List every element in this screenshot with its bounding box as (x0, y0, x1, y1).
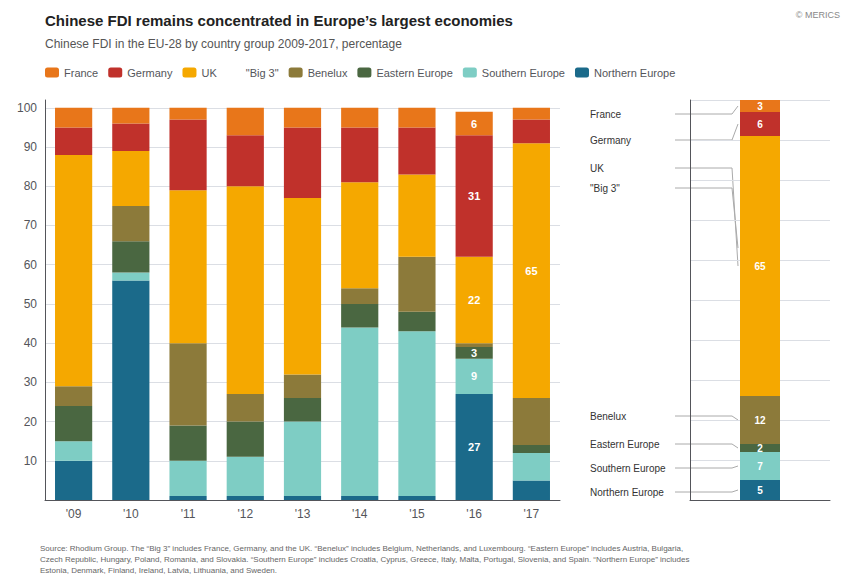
svg-text:6: 6 (757, 119, 763, 130)
svg-text:Eastern Europe: Eastern Europe (376, 67, 452, 79)
svg-text:France: France (64, 67, 98, 79)
svg-text:Chinese FDI in the EU-28 by co: Chinese FDI in the EU-28 by country grou… (45, 37, 402, 51)
svg-text:Chinese FDI remains concentrat: Chinese FDI remains concentrated in Euro… (45, 12, 513, 29)
svg-text:9: 9 (471, 370, 477, 382)
svg-text:Northern Europe: Northern Europe (594, 67, 675, 79)
svg-text:2: 2 (757, 443, 763, 454)
svg-text:40: 40 (24, 336, 38, 350)
svg-text:5: 5 (757, 485, 763, 496)
svg-text:France: France (590, 109, 622, 120)
svg-text:20: 20 (24, 415, 38, 429)
svg-text:60: 60 (24, 258, 38, 272)
svg-text:90: 90 (24, 140, 38, 154)
svg-text:Germany: Germany (127, 67, 173, 79)
svg-text:22: 22 (468, 294, 480, 306)
svg-text:50: 50 (24, 297, 38, 311)
svg-text:Czech Republic, Hungary, Polan: Czech Republic, Hungary, Poland, Romania… (40, 555, 689, 564)
svg-text:31: 31 (468, 190, 480, 202)
svg-text:3: 3 (471, 347, 477, 359)
svg-text:Southern Europe: Southern Europe (482, 67, 565, 79)
svg-text:70: 70 (24, 218, 38, 232)
svg-text:'10: '10 (123, 507, 139, 521)
svg-text:Estonia, Denmark, Finland, Ire: Estonia, Denmark, Finland, Ireland, Latv… (40, 566, 277, 575)
svg-text:30: 30 (24, 375, 38, 389)
svg-text:Germany: Germany (590, 135, 631, 146)
svg-text:"Big 3": "Big 3" (246, 67, 279, 79)
svg-text:UK: UK (590, 163, 604, 174)
svg-text:3: 3 (757, 101, 763, 112)
svg-text:Benelux: Benelux (308, 67, 348, 79)
svg-text:'16: '16 (466, 507, 482, 521)
svg-text:'11: '11 (181, 507, 196, 521)
svg-text:7: 7 (757, 461, 763, 472)
svg-text:'12: '12 (237, 507, 253, 521)
svg-text:'17: '17 (524, 507, 540, 521)
svg-text:UK: UK (201, 67, 217, 79)
svg-text:27: 27 (468, 441, 480, 453)
svg-text:Source: Rhodium Group. The “Bi: Source: Rhodium Group. The “Big 3” inclu… (40, 544, 683, 553)
svg-text:Southern Europe: Southern Europe (590, 463, 666, 474)
svg-text:65: 65 (525, 265, 537, 277)
svg-text:© MERICS: © MERICS (796, 10, 840, 20)
svg-text:'09: '09 (66, 507, 82, 521)
svg-text:65: 65 (754, 261, 766, 272)
svg-text:'13: '13 (295, 507, 311, 521)
svg-text:10: 10 (24, 454, 38, 468)
svg-text:80: 80 (24, 179, 38, 193)
svg-text:12: 12 (754, 415, 766, 426)
svg-text:Northern Europe: Northern Europe (590, 487, 664, 498)
svg-text:100: 100 (17, 101, 37, 115)
svg-text:Benelux: Benelux (590, 411, 626, 422)
svg-text:"Big 3": "Big 3" (590, 183, 620, 194)
svg-text:Eastern Europe: Eastern Europe (590, 439, 660, 450)
svg-text:'15: '15 (409, 507, 425, 521)
svg-text:6: 6 (471, 118, 477, 130)
svg-text:'14: '14 (352, 507, 368, 521)
